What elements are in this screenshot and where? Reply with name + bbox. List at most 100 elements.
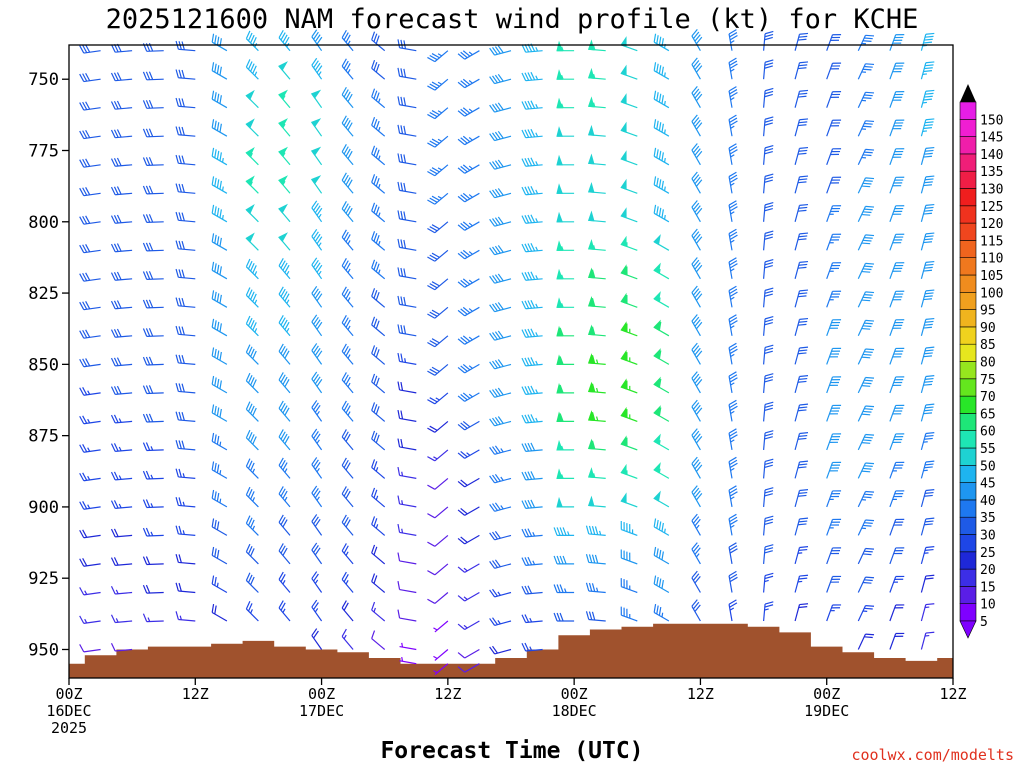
wind-barb [587,67,606,80]
barb-feather [830,353,840,355]
barb-feather [764,30,774,35]
colorbar-swatch [959,309,977,328]
barb-feather [895,91,905,93]
barb-feather [764,207,773,212]
x-tick-label: 2025 [51,719,87,737]
barb-feather [892,413,902,415]
wind-barb [371,60,386,80]
wind-barb [889,461,905,479]
barb-feather [211,404,215,413]
barb-feather [278,400,284,409]
barb-feather [79,501,85,510]
barb-feather [862,410,872,413]
barb-feather [211,204,215,214]
barb-feather [175,240,179,249]
barb-feather [799,175,809,178]
barb-half-feather [115,589,119,594]
barb-feather [145,356,151,366]
wind-barb [556,268,575,280]
barb-half-feather [829,527,834,529]
barb-feather [311,485,318,494]
wind-barb [79,558,101,567]
barb-feather [214,149,217,158]
barb-pennant [556,183,563,194]
barb-feather [284,321,290,330]
barb-feather [116,243,122,252]
barb-half-feather [252,497,256,502]
barb-feather [314,262,321,271]
barb-staff [434,534,449,547]
barb-feather [656,576,659,586]
wind-barb [521,614,543,624]
wind-barb [278,543,291,565]
barb-feather [178,297,182,307]
wind-barb [587,96,606,109]
wind-barb [489,559,512,569]
barb-feather [527,471,533,480]
barb-feather [658,36,662,46]
wind-barb [556,126,575,137]
barb-half-feather [535,132,539,137]
barb-feather [729,431,738,437]
wind-barb [489,130,512,142]
colorbar-label: 40 [980,494,996,509]
barb-feather [211,318,215,328]
barb-feather [861,185,871,188]
barb-feather [924,491,934,494]
barb-feather [893,524,903,526]
barb-feather [214,576,217,586]
barb-feather [489,532,496,541]
wind-barb [427,135,449,148]
barb-feather [489,361,496,370]
barb-feather [924,181,933,184]
wind-barb [889,490,905,508]
barb-feather [85,72,91,82]
barb-feather [797,181,807,184]
wind-barb [397,96,417,109]
barb-feather [252,436,257,445]
barb-half-feather [730,68,735,72]
barb-feather [278,315,284,324]
barb-feather [280,288,286,297]
barb-feather [250,319,255,329]
barb-half-feather [730,40,735,44]
barb-feather [861,356,871,359]
barb-feather [923,98,933,101]
barb-feather [695,293,703,301]
barb-feather [429,311,438,317]
barb-staff [434,477,449,490]
colorbar-swatch [959,534,977,553]
wind-barb [556,297,575,308]
wind-barb [826,575,842,593]
barb-feather [656,149,659,158]
barb-half-feather [347,240,351,245]
barb-feather [653,546,657,556]
barb-half-feather [561,103,564,108]
wind-barb [889,62,905,80]
barb-feather [895,290,905,292]
colorbar-label: 115 [980,234,1003,249]
barb-feather [211,375,215,385]
barb-half-feather [593,73,596,79]
barb-feather [397,552,401,562]
barb-feather [345,348,351,357]
wind-barb [311,371,323,394]
wind-barb [211,204,228,223]
wind-barb [587,267,606,280]
barb-feather [658,606,662,616]
colorbar-swatch [959,257,977,276]
barb-feather [893,68,903,70]
barb-feather [799,432,809,435]
wind-barb [211,261,228,280]
wind-barb [521,243,543,253]
colorbar-label: 80 [980,356,996,371]
wind-barb [142,413,164,423]
wind-barb [521,271,543,281]
barb-staff [83,648,101,653]
y-tick-label: 750 [28,70,59,90]
wind-barb [341,201,354,223]
barb-feather [214,92,217,101]
barb-feather [923,127,933,130]
wind-barb [556,439,575,451]
barb-feather [214,491,217,500]
